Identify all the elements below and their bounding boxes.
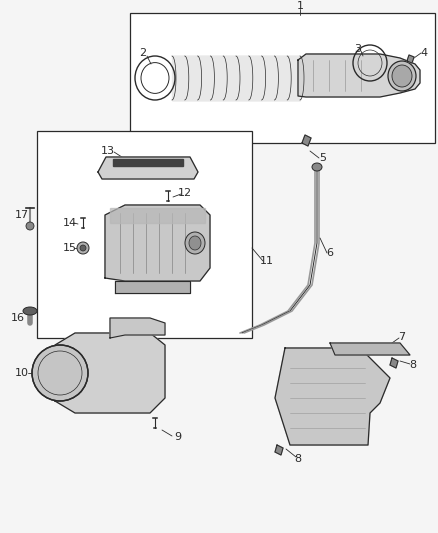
Text: 15: 15 [63, 243, 77, 253]
Ellipse shape [392, 65, 412, 87]
Circle shape [32, 345, 88, 401]
Polygon shape [113, 159, 183, 166]
Ellipse shape [23, 307, 37, 315]
Text: 9: 9 [174, 432, 182, 442]
Polygon shape [330, 343, 410, 355]
Polygon shape [98, 157, 198, 179]
Text: 8: 8 [294, 454, 301, 464]
Ellipse shape [388, 61, 416, 91]
Text: 4: 4 [420, 48, 427, 58]
Polygon shape [110, 318, 165, 338]
Text: 5: 5 [319, 153, 326, 163]
Polygon shape [407, 55, 414, 63]
Ellipse shape [312, 163, 322, 171]
Polygon shape [115, 281, 190, 293]
Text: 1: 1 [297, 1, 304, 11]
Text: 10: 10 [15, 368, 29, 378]
Text: 2: 2 [139, 48, 147, 58]
Text: 17: 17 [15, 210, 29, 220]
Polygon shape [298, 54, 420, 97]
Polygon shape [275, 348, 390, 445]
Text: 12: 12 [178, 188, 192, 198]
Circle shape [80, 245, 86, 251]
Text: 3: 3 [354, 44, 361, 54]
Text: 11: 11 [260, 256, 274, 266]
Polygon shape [275, 445, 283, 455]
Text: 13: 13 [101, 146, 115, 156]
Text: 7: 7 [399, 332, 406, 342]
Text: 6: 6 [326, 248, 333, 258]
Text: 8: 8 [410, 360, 417, 370]
Circle shape [77, 242, 89, 254]
Bar [37, 131, 252, 338]
Polygon shape [172, 56, 300, 100]
Polygon shape [110, 208, 205, 223]
Ellipse shape [189, 236, 201, 250]
Polygon shape [390, 358, 398, 368]
Polygon shape [105, 205, 210, 281]
Text: 14: 14 [63, 218, 77, 228]
Circle shape [26, 222, 34, 230]
Bar [130, 13, 435, 143]
Ellipse shape [185, 232, 205, 254]
Text: 16: 16 [11, 313, 25, 323]
Polygon shape [55, 333, 165, 413]
Polygon shape [302, 135, 311, 146]
